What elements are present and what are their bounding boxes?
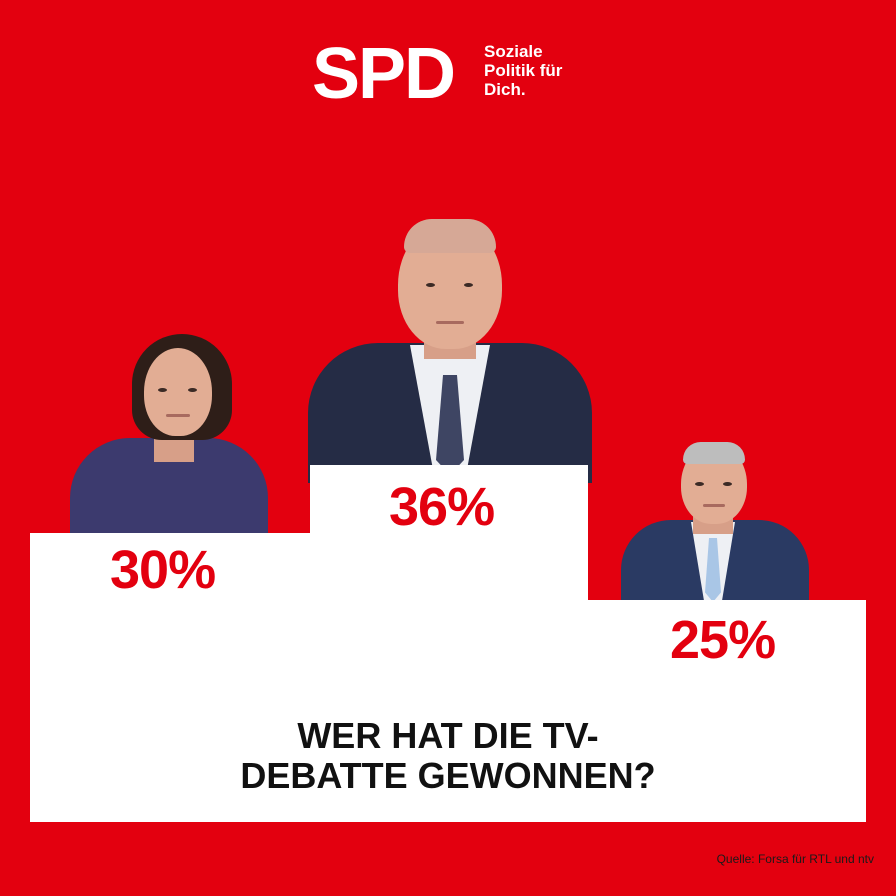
headline-question: WER HAT DIE TV- DEBATTE GEWONNEN? — [0, 716, 896, 796]
logo-wordmark: SPD — [312, 34, 456, 114]
percentage-right: 25% — [670, 610, 776, 670]
logo-claim-line-3: Dich. — [484, 80, 526, 99]
percentage-left: 30% — [110, 540, 216, 600]
portrait-center-head — [398, 219, 502, 349]
podium-left-step — [30, 533, 310, 623]
logo-claim-line-2: Politik für — [484, 61, 563, 80]
podium-base — [30, 600, 866, 822]
portrait-right — [615, 440, 815, 610]
percentage-center: 36% — [389, 477, 495, 537]
logo-claim-line-1: Soziale — [484, 42, 543, 61]
portrait-left-head — [144, 348, 212, 436]
headline-line-2: DEBATTE GEWONNEN? — [240, 755, 656, 796]
podium-center-step — [310, 465, 588, 625]
portrait-right-tie — [705, 538, 721, 602]
portrait-right-head — [681, 442, 747, 524]
logo-claim: Soziale Politik für Dich. — [484, 42, 624, 99]
headline-line-1: WER HAT DIE TV- — [297, 715, 599, 756]
source-note: Quelle: Forsa für RTL und ntv — [716, 852, 874, 866]
portrait-center — [300, 215, 600, 483]
portrait-left — [60, 330, 280, 540]
